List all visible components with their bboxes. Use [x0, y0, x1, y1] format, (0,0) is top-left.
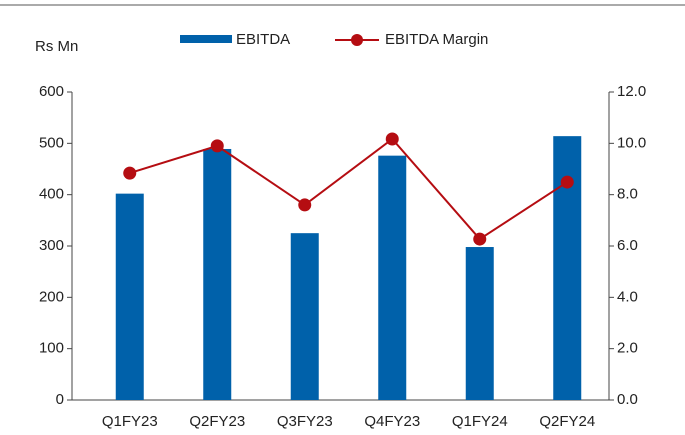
legend-swatch — [180, 35, 232, 43]
y2-tick-label: 4.0 — [617, 288, 638, 305]
bar — [378, 155, 407, 400]
y2-tick-label: 2.0 — [617, 340, 638, 357]
legend-label: EBITDA Margin — [385, 31, 488, 48]
y-tick-label: 0 — [56, 391, 64, 408]
x-tick-label: Q4FY23 — [364, 413, 420, 430]
marker — [210, 139, 224, 153]
bar — [115, 193, 144, 400]
y2-tick-label: 8.0 — [617, 186, 638, 203]
x-tick-label: Q2FY24 — [539, 413, 595, 430]
y2-tick-label: 6.0 — [617, 237, 638, 254]
y-tick-label: 500 — [39, 134, 64, 151]
x-tick-label: Q1FY24 — [452, 413, 508, 430]
y2-tick-label: 0.0 — [617, 391, 638, 408]
y2-tick-label: 10.0 — [617, 134, 646, 151]
x-tick-label: Q1FY23 — [102, 413, 158, 430]
bar — [203, 148, 232, 400]
y2-tick-label: 12.0 — [617, 83, 646, 100]
x-tick-label: Q3FY23 — [277, 413, 333, 430]
legend-marker — [351, 34, 363, 46]
marker — [473, 232, 487, 246]
y-tick-label: 100 — [39, 340, 64, 357]
bar — [290, 233, 319, 400]
y-tick-label: 300 — [39, 237, 64, 254]
line — [129, 137, 568, 241]
x-tick-label: Q2FY23 — [189, 413, 245, 430]
y-axis-label: Rs Mn — [35, 38, 78, 55]
y-tick-label: 400 — [39, 186, 64, 203]
marker — [560, 175, 574, 189]
y-tick-label: 200 — [39, 288, 64, 305]
legend-label: EBITDA — [236, 31, 290, 48]
bar — [465, 247, 494, 400]
marker — [385, 132, 399, 146]
marker — [298, 198, 312, 212]
marker — [123, 166, 137, 180]
y-tick-label: 600 — [39, 83, 64, 100]
